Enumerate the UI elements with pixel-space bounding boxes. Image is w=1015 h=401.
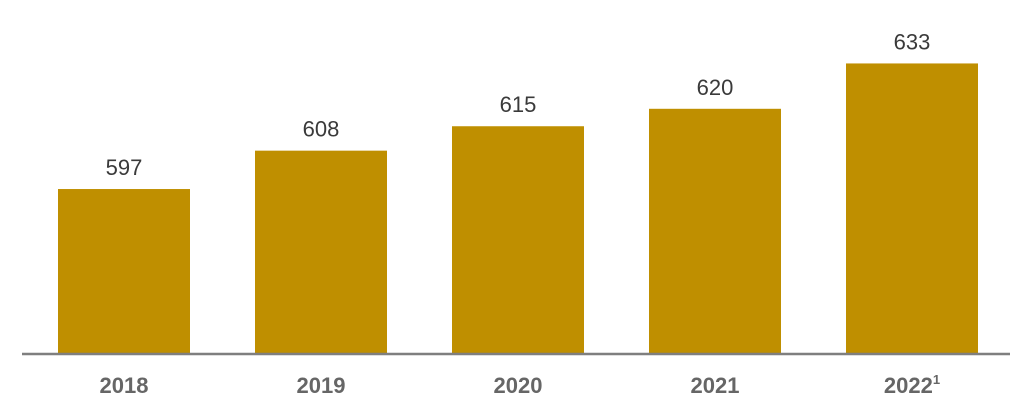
x-tick-label-text: 2022 xyxy=(884,373,933,398)
data-label-2019: 608 xyxy=(303,117,340,142)
bar-2021 xyxy=(649,108,781,353)
x-tick-label-2021: 2021 xyxy=(691,373,740,398)
data-labels-group: 597 608 615 620 633 xyxy=(106,29,931,180)
bar-2019 xyxy=(255,150,387,353)
x-tick-label-text: 2018 xyxy=(100,373,149,398)
x-tick-labels-group: 2018 2019 2020 2021 20221 xyxy=(100,372,941,398)
x-tick-label-2022: 20221 xyxy=(884,372,940,398)
x-tick-label-text: 2019 xyxy=(297,373,346,398)
data-label-2022: 633 xyxy=(894,29,931,54)
data-label-2018: 597 xyxy=(106,155,143,180)
x-tick-label-2020: 2020 xyxy=(494,373,543,398)
x-tick-label-text: 2020 xyxy=(494,373,543,398)
x-tick-label-text: 2021 xyxy=(691,373,740,398)
data-label-2021: 620 xyxy=(697,75,734,100)
bar-2022 xyxy=(846,63,978,354)
bar-2018 xyxy=(58,189,190,353)
x-tick-label-2018: 2018 xyxy=(100,373,149,398)
x-tick-label-2019: 2019 xyxy=(297,373,346,398)
data-label-2020: 615 xyxy=(500,92,537,117)
bar-2020 xyxy=(452,126,584,353)
x-tick-footnote-marker: 1 xyxy=(933,372,940,387)
bars-group xyxy=(58,63,978,354)
